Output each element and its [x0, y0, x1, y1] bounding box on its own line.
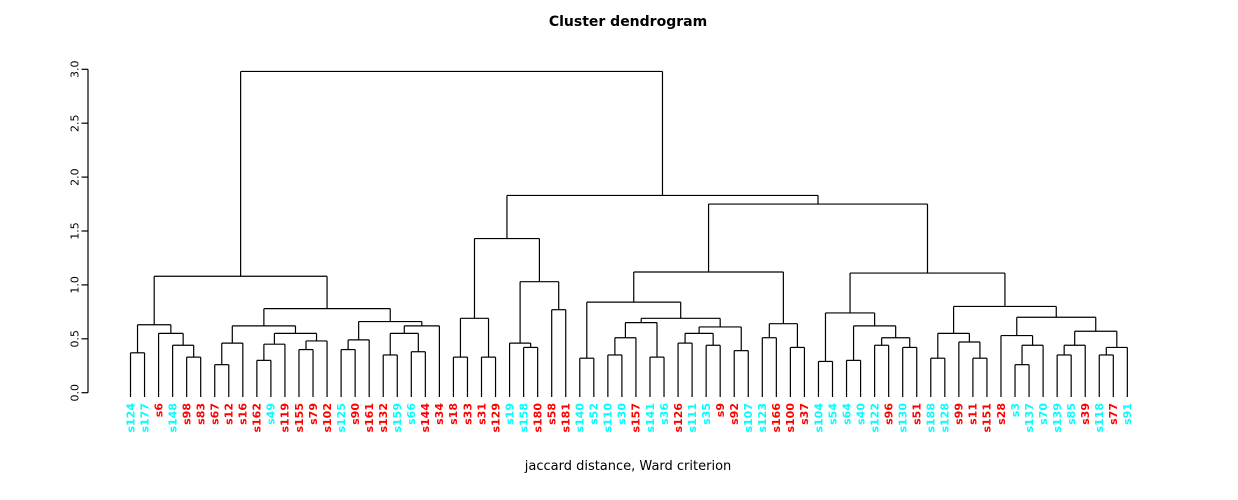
leaf-label-s11: s11	[967, 403, 980, 425]
leaf-label-s118: s118	[1093, 403, 1106, 433]
leaf-label-s16: s16	[237, 403, 250, 425]
leaf-label-s177: s177	[138, 403, 151, 433]
leaf-label-s180: s180	[531, 403, 544, 433]
leaf-label-s166: s166	[770, 403, 783, 433]
leaf-label-s19: s19	[503, 403, 516, 425]
y-tick-label: 2.5	[69, 114, 82, 132]
chart-title: Cluster dendrogram	[548, 14, 708, 30]
leaf-label-s9: s9	[714, 403, 727, 417]
leaf-label-s132: s132	[377, 403, 390, 433]
leaf-label-s66: s66	[405, 403, 418, 425]
leaf-label-s141: s141	[644, 403, 657, 433]
leaf-label-s52: s52	[588, 403, 601, 425]
leaf-label-s119: s119	[279, 403, 292, 433]
x-axis-caption: jaccard distance, Ward criterion	[524, 459, 732, 474]
leaf-label-s90: s90	[349, 403, 362, 425]
leaf-label-s70: s70	[1037, 403, 1050, 425]
leaf-label-s54: s54	[826, 403, 839, 425]
leaf-label-s102: s102	[321, 403, 334, 433]
leaf-label-s28: s28	[995, 403, 1008, 425]
leaf-label-s107: s107	[742, 403, 755, 433]
leaf-label-s151: s151	[981, 403, 994, 433]
leaf-label-s126: s126	[672, 403, 685, 433]
leaf-label-s58: s58	[546, 403, 559, 425]
leaf-label-s64: s64	[840, 403, 853, 425]
leaf-label-s181: s181	[560, 403, 573, 433]
leaf-label-s67: s67	[209, 403, 222, 425]
leaf-label-s144: s144	[419, 403, 432, 433]
leaf-label-s40: s40	[854, 403, 867, 425]
leaf-label-s98: s98	[180, 403, 193, 425]
leaf-label-s12: s12	[223, 403, 236, 425]
leaf-label-s159: s159	[391, 403, 404, 433]
leaf-label-s33: s33	[461, 403, 474, 425]
leaf-label-s124: s124	[124, 403, 137, 433]
leaf-label-s18: s18	[447, 403, 460, 425]
leaf-label-s51: s51	[911, 403, 924, 425]
y-tick-label: 0.5	[69, 330, 82, 348]
leaf-label-s110: s110	[602, 403, 615, 433]
y-tick-label: 0.0	[69, 384, 82, 402]
leaf-label-s96: s96	[882, 403, 895, 425]
leaf-label-s91: s91	[1121, 403, 1134, 425]
leaf-label-s130: s130	[897, 403, 910, 433]
leaf-label-s162: s162	[251, 403, 264, 433]
y-tick-label: 1.0	[69, 276, 82, 294]
leaf-label-s139: s139	[1051, 403, 1064, 433]
leaf-label-s137: s137	[1023, 403, 1036, 433]
leaf-label-s83: s83	[195, 403, 208, 425]
leaf-label-s3: s3	[1009, 403, 1022, 417]
leaf-label-s157: s157	[630, 403, 643, 433]
leaf-label-s158: s158	[517, 403, 530, 433]
leaf-label-s128: s128	[939, 403, 952, 433]
leaf-label-s36: s36	[658, 403, 671, 425]
leaf-label-s111: s111	[686, 403, 699, 433]
leaf-label-s99: s99	[953, 403, 966, 425]
leaf-label-s125: s125	[335, 403, 348, 433]
leaf-label-s104: s104	[812, 403, 825, 433]
leaf-label-s188: s188	[925, 403, 938, 433]
y-tick-label: 1.5	[69, 222, 82, 240]
leaf-label-s37: s37	[798, 403, 811, 425]
leaf-label-s148: s148	[166, 403, 179, 433]
leaf-label-s35: s35	[700, 403, 713, 425]
y-tick-label: 3.0	[69, 61, 82, 79]
leaf-label-s100: s100	[784, 403, 797, 433]
leaf-label-s155: s155	[293, 403, 306, 433]
leaf-label-s49: s49	[265, 403, 278, 425]
leaf-label-s140: s140	[574, 403, 587, 433]
leaf-label-s92: s92	[728, 403, 741, 425]
leaf-label-s31: s31	[475, 403, 488, 425]
leaf-label-s85: s85	[1065, 403, 1078, 425]
y-tick-label: 2.0	[69, 168, 82, 186]
leaf-label-s39: s39	[1079, 403, 1092, 425]
leaf-label-s161: s161	[363, 403, 376, 433]
leaf-label-s6: s6	[152, 403, 165, 418]
leaf-label-s122: s122	[868, 403, 881, 433]
leaf-label-s123: s123	[756, 403, 769, 433]
leaf-label-s77: s77	[1107, 403, 1120, 425]
leaf-label-s34: s34	[433, 403, 446, 425]
leaf-label-s30: s30	[616, 403, 629, 425]
leaf-label-s79: s79	[307, 403, 320, 425]
leaf-label-s129: s129	[489, 403, 502, 433]
